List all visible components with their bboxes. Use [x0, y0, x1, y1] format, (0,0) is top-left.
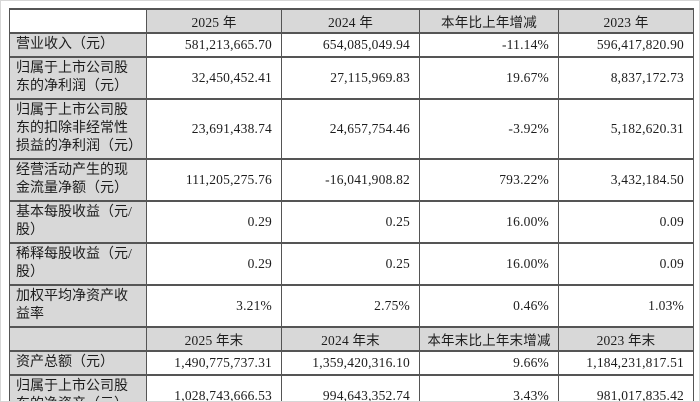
- cell-value: 32,450,452.41: [146, 56, 282, 100]
- table-row-net-profit-excl-nonrecurring: 归属于上市公司股东的扣除非经常性损益的净利润（元） 23,691,438.74 …: [9, 98, 694, 160]
- cell-value: 23,691,438.74: [146, 98, 282, 160]
- cell-value: 0.29: [146, 200, 282, 244]
- cell-value: 1.03%: [558, 284, 694, 328]
- table-row-basic-eps: 基本每股收益（元/股） 0.29 0.25 16.00% 0.09: [9, 200, 694, 244]
- header-cell-2025: 2025 年: [146, 8, 282, 34]
- cell-value: 994,643,352.74: [281, 374, 420, 401]
- header-row-yearend: 2025 年末 2024 年末 本年末比上年末增减 2023 年末: [9, 326, 694, 352]
- row-label: 加权平均净资产收益率: [9, 284, 147, 328]
- cell-value: 8,837,172.73: [558, 56, 694, 100]
- header-cell-yoy-change: 本年比上年增减: [419, 8, 559, 34]
- cell-value: 3.43%: [419, 374, 559, 401]
- row-label: 归属于上市公司股东的净资产（元）: [9, 374, 147, 401]
- cell-value: 3,432,184.50: [558, 158, 694, 202]
- header-cell-empty: [9, 326, 147, 352]
- cell-value: 1,028,743,666.53: [146, 374, 282, 401]
- financial-summary-table: 2025 年 2024 年 本年比上年增减 2023 年 营业收入（元） 581…: [9, 8, 694, 401]
- cell-value: 1,359,420,316.10: [281, 350, 420, 376]
- header-cell-2024: 2024 年: [281, 8, 420, 34]
- cell-value: 0.29: [146, 242, 282, 286]
- header-cell-2023: 2023 年: [558, 8, 694, 34]
- table-row-net-profit: 归属于上市公司股东的净利润（元） 32,450,452.41 27,115,96…: [9, 56, 694, 100]
- cell-value: -11.14%: [419, 32, 559, 58]
- cell-value: 3.21%: [146, 284, 282, 328]
- table-row-net-assets: 归属于上市公司股东的净资产（元） 1,028,743,666.53 994,64…: [9, 374, 694, 401]
- table-row-revenue: 营业收入（元） 581,213,665.70 654,085,049.94 -1…: [9, 32, 694, 58]
- cell-value: 2.75%: [281, 284, 420, 328]
- header-cell-2023-end: 2023 年末: [558, 326, 694, 352]
- table-row-total-assets: 资产总额（元） 1,490,775,737.31 1,359,420,316.1…: [9, 350, 694, 376]
- cell-value: 1,490,775,737.31: [146, 350, 282, 376]
- cell-value: 16.00%: [419, 242, 559, 286]
- cell-value: 793.22%: [419, 158, 559, 202]
- cell-value: 27,115,969.83: [281, 56, 420, 100]
- cell-value: -3.92%: [419, 98, 559, 160]
- row-label: 基本每股收益（元/股）: [9, 200, 147, 244]
- cell-value: 1,184,231,817.51: [558, 350, 694, 376]
- row-label: 归属于上市公司股东的扣除非经常性损益的净利润（元）: [9, 98, 147, 160]
- row-label: 归属于上市公司股东的净利润（元）: [9, 56, 147, 100]
- header-cell-2025-end: 2025 年末: [146, 326, 282, 352]
- table-row-diluted-eps: 稀释每股收益（元/股） 0.29 0.25 16.00% 0.09: [9, 242, 694, 286]
- table-row-operating-cash-flow: 经营活动产生的现金流量净额（元） 111,205,275.76 -16,041,…: [9, 158, 694, 202]
- cell-value: 581,213,665.70: [146, 32, 282, 58]
- header-cell-yearend-change: 本年末比上年末增减: [419, 326, 559, 352]
- cell-value: 111,205,275.76: [146, 158, 282, 202]
- cell-value: 0.09: [558, 242, 694, 286]
- cell-value: 596,417,820.90: [558, 32, 694, 58]
- cell-value: 0.25: [281, 242, 420, 286]
- cell-value: 981,017,835.42: [558, 374, 694, 401]
- cell-value: 16.00%: [419, 200, 559, 244]
- cell-value: 19.67%: [419, 56, 559, 100]
- cell-value: 5,182,620.31: [558, 98, 694, 160]
- header-row-annual: 2025 年 2024 年 本年比上年增减 2023 年: [9, 8, 694, 34]
- cell-value: 9.66%: [419, 350, 559, 376]
- table-row-weighted-avg-roe: 加权平均净资产收益率 3.21% 2.75% 0.46% 1.03%: [9, 284, 694, 328]
- header-cell-2024-end: 2024 年末: [281, 326, 420, 352]
- cell-value: 654,085,049.94: [281, 32, 420, 58]
- row-label: 营业收入（元）: [9, 32, 147, 58]
- row-label: 资产总额（元）: [9, 350, 147, 376]
- cell-value: -16,041,908.82: [281, 158, 420, 202]
- cell-value: 0.09: [558, 200, 694, 244]
- cell-value: 0.25: [281, 200, 420, 244]
- row-label: 稀释每股收益（元/股）: [9, 242, 147, 286]
- row-label: 经营活动产生的现金流量净额（元）: [9, 158, 147, 202]
- header-cell-empty: [9, 8, 147, 34]
- cell-value: 0.46%: [419, 284, 559, 328]
- cell-value: 24,657,754.46: [281, 98, 420, 160]
